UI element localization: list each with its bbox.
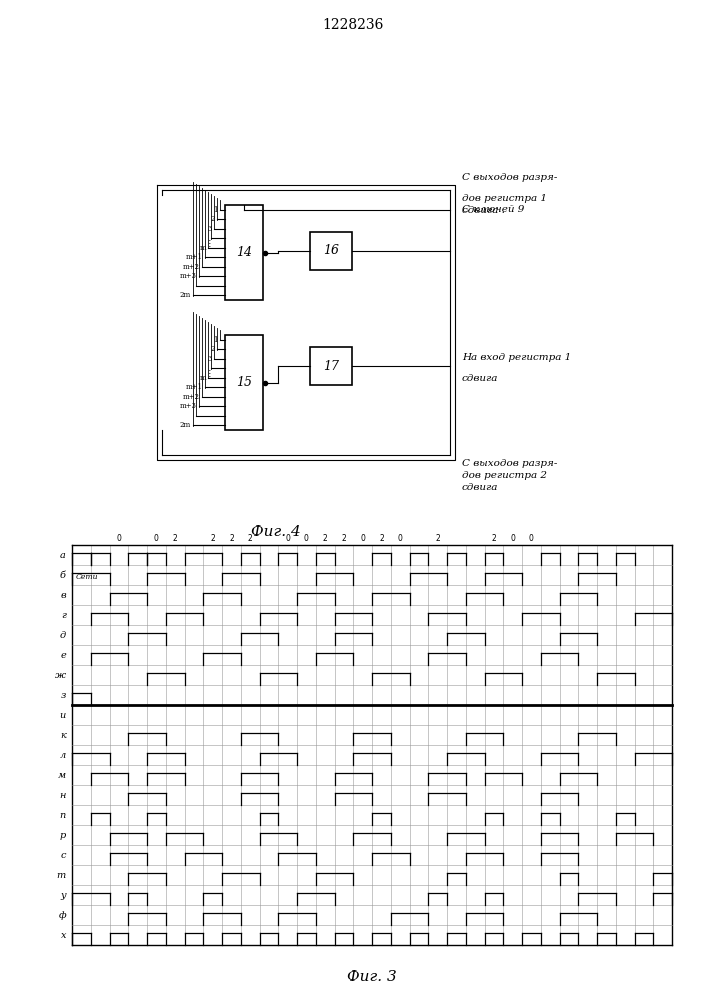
Bar [310, 232, 352, 270]
Text: m+2: m+2 [183, 393, 200, 401]
Text: m: m [199, 244, 206, 252]
Text: а: а [60, 550, 66, 560]
Text: 15: 15 [236, 376, 252, 389]
Text: п: п [60, 810, 66, 820]
Text: 2: 2 [211, 215, 215, 223]
Bar [310, 347, 352, 385]
Text: m: m [199, 374, 206, 382]
Text: 0: 0 [360, 534, 365, 543]
Text: 2: 2 [491, 534, 496, 543]
Text: з: з [61, 690, 66, 700]
Text: На вход регистра 1: На вход регистра 1 [462, 353, 571, 362]
Text: 16: 16 [323, 244, 339, 257]
Text: 0: 0 [117, 534, 122, 543]
Text: 1228236: 1228236 [322, 18, 384, 32]
Text: m+1: m+1 [186, 383, 203, 391]
Text: С выходов разря-: С выходов разря- [462, 173, 557, 182]
Text: Фиг. 4: Фиг. 4 [251, 525, 301, 539]
Text: к: к [60, 730, 66, 740]
Text: .: . [208, 369, 212, 379]
Text: 0: 0 [529, 534, 534, 543]
Text: 1: 1 [214, 206, 218, 214]
Text: 14: 14 [236, 246, 252, 259]
Text: х: х [61, 930, 66, 940]
Text: 2: 2 [229, 534, 234, 543]
Text: 0: 0 [154, 534, 159, 543]
Text: сдвига .: сдвига . [462, 206, 505, 215]
Text: 2m: 2m [180, 291, 191, 299]
Text: .: . [208, 236, 212, 246]
Text: .: . [208, 366, 212, 376]
Text: 2: 2 [436, 534, 440, 543]
Text: 2: 2 [247, 534, 252, 543]
Text: Фиг. 3: Фиг. 3 [347, 970, 397, 984]
Text: в: в [60, 590, 66, 599]
Text: m+3: m+3 [180, 402, 197, 410]
Text: ж: ж [55, 670, 66, 680]
Text: г: г [61, 610, 66, 619]
Text: 3: 3 [208, 355, 212, 363]
Text: 2: 2 [210, 534, 215, 543]
Text: 3: 3 [208, 225, 212, 233]
Bar [225, 335, 263, 430]
Text: m+1: m+1 [186, 253, 203, 261]
Text: д: д [60, 631, 66, 640]
Text: сдвига: сдвига [462, 483, 498, 492]
Text: у: у [60, 890, 66, 900]
Text: дов регистра 2: дов регистра 2 [462, 471, 547, 480]
Text: н: н [59, 790, 66, 800]
Text: е: е [60, 650, 66, 660]
Text: С ключей 9: С ключей 9 [462, 206, 525, 215]
Text: .: . [208, 363, 212, 373]
Text: .: . [208, 239, 212, 249]
Text: 1: 1 [214, 336, 218, 344]
Text: ф: ф [59, 910, 66, 920]
Text: m+3: m+3 [180, 272, 197, 280]
Text: 0: 0 [304, 534, 309, 543]
Text: 2: 2 [173, 534, 177, 543]
Text: дов регистра 1: дов регистра 1 [462, 194, 547, 203]
Text: сдвига: сдвига [462, 374, 498, 383]
Text: 2: 2 [211, 345, 215, 353]
Text: 0: 0 [397, 534, 402, 543]
Text: р: р [60, 830, 66, 840]
Text: .: . [208, 233, 212, 243]
Text: б: б [60, 570, 66, 580]
Text: 2: 2 [341, 534, 346, 543]
Text: т: т [57, 870, 66, 880]
Text: 2m: 2m [180, 421, 191, 429]
Text: Сети: Сети [76, 573, 98, 581]
Text: 2: 2 [323, 534, 327, 543]
Text: 17: 17 [323, 360, 339, 372]
Text: и: и [60, 710, 66, 720]
Text: 2: 2 [379, 534, 384, 543]
Text: 0: 0 [510, 534, 515, 543]
Text: м: м [58, 770, 66, 780]
Text: С выходов разря-: С выходов разря- [462, 459, 557, 468]
Text: m+2: m+2 [183, 263, 200, 271]
Text: 0: 0 [285, 534, 290, 543]
Text: с: с [61, 850, 66, 859]
Text: л: л [60, 750, 66, 760]
Bar [225, 205, 263, 300]
